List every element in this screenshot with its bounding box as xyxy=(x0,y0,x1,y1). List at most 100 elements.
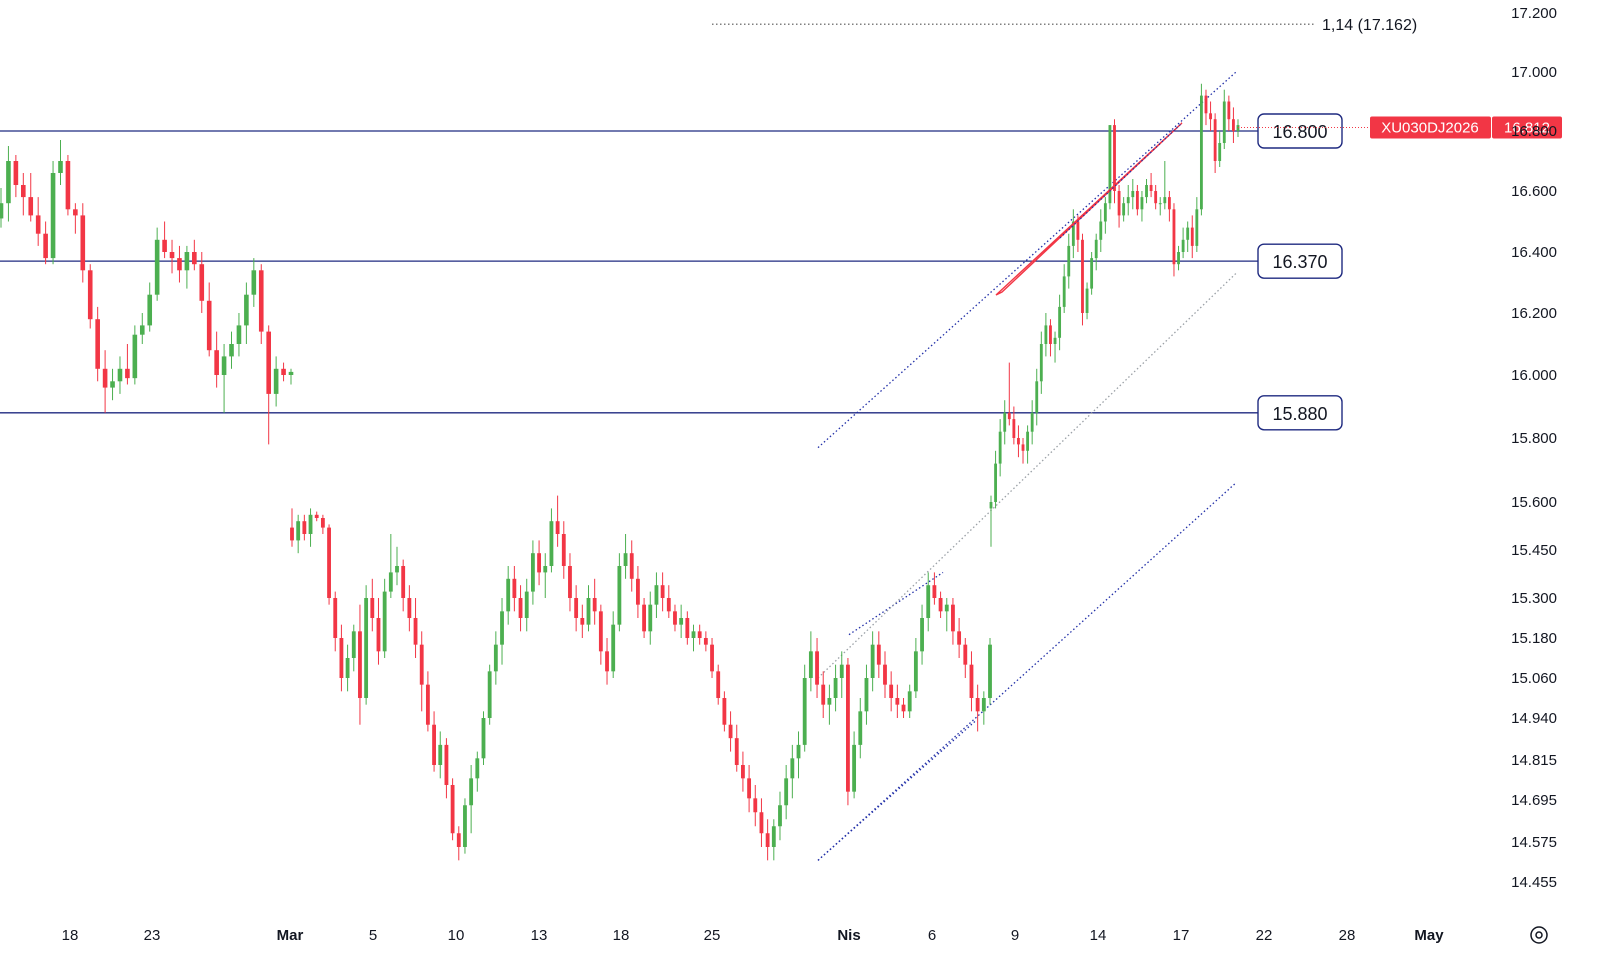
candle xyxy=(395,546,399,586)
candle xyxy=(1108,125,1112,210)
candle xyxy=(288,368,294,385)
candle xyxy=(617,553,622,632)
candle xyxy=(1103,197,1107,234)
y-tick-label: 16.600 xyxy=(1511,183,1557,200)
candle xyxy=(938,591,943,618)
candle xyxy=(50,161,56,265)
candle xyxy=(308,508,313,547)
x-tick-label: 10 xyxy=(448,927,465,944)
candle xyxy=(666,585,671,618)
candle xyxy=(635,566,640,618)
x-tick-label: 9 xyxy=(1011,927,1019,944)
candle xyxy=(132,325,138,385)
candle xyxy=(957,618,962,658)
candle xyxy=(1213,113,1217,173)
candle xyxy=(660,572,665,612)
candle xyxy=(273,356,279,407)
candle xyxy=(192,239,197,271)
candle xyxy=(388,534,393,598)
y-tick-label: 15.800 xyxy=(1511,430,1557,447)
candle xyxy=(281,362,286,382)
candle xyxy=(969,651,974,712)
candle xyxy=(221,344,227,413)
candle xyxy=(988,638,992,705)
candle xyxy=(648,591,653,645)
horizontal-levels: 16.800 16.370 15.880 1,14 (17.162) xyxy=(0,17,1417,431)
x-tick-label: 23 xyxy=(144,927,161,944)
x-tick-label: 6 xyxy=(928,927,936,944)
candle xyxy=(1131,179,1135,210)
candle xyxy=(206,282,212,357)
candle xyxy=(351,624,356,672)
gear-icon[interactable] xyxy=(1530,926,1548,944)
candle xyxy=(364,585,369,705)
candle xyxy=(827,684,832,725)
candle xyxy=(177,245,182,283)
candle xyxy=(1140,191,1144,222)
level-label-box[interactable] xyxy=(1257,243,1343,279)
candle xyxy=(926,572,931,632)
candle xyxy=(320,514,325,534)
candle xyxy=(864,664,869,725)
candle xyxy=(623,534,628,579)
candle xyxy=(1012,406,1016,445)
candle xyxy=(35,197,41,246)
candle xyxy=(1062,264,1066,313)
trend-line[interactable] xyxy=(848,571,944,636)
trend-line[interactable] xyxy=(817,720,976,861)
symbol-label: XU030DJ2026 xyxy=(1381,119,1479,136)
rising-wedge-highlight[interactable] xyxy=(995,122,1183,296)
x-tick-label: 18 xyxy=(613,927,630,944)
x-tick-label: 13 xyxy=(531,927,548,944)
candle xyxy=(710,638,714,678)
candle xyxy=(1017,425,1020,458)
candle xyxy=(169,239,175,274)
y-tick-label: 15.060 xyxy=(1511,670,1557,687)
trend-line[interactable] xyxy=(817,272,1237,679)
candle xyxy=(808,631,813,692)
candle xyxy=(500,598,504,665)
candle xyxy=(1003,400,1007,445)
candle xyxy=(1099,209,1103,252)
candle xyxy=(314,511,319,522)
symbol-tag[interactable] xyxy=(1370,116,1491,139)
candle xyxy=(691,624,696,652)
candle xyxy=(475,751,480,792)
candle xyxy=(568,553,572,612)
candle xyxy=(1167,191,1171,222)
overlays: XU030DJ2026 16.812 xyxy=(995,116,1562,296)
y-tick-label: 15.450 xyxy=(1511,542,1557,559)
candle xyxy=(537,540,541,586)
candle xyxy=(1154,185,1158,210)
candle xyxy=(244,282,249,344)
candle xyxy=(425,671,430,732)
y-tick-label: 15.300 xyxy=(1511,590,1557,607)
candle xyxy=(876,631,881,678)
candle xyxy=(296,514,301,554)
last-price-tag[interactable] xyxy=(1492,116,1562,139)
candle xyxy=(1186,221,1190,252)
level-label-box[interactable] xyxy=(1257,395,1343,431)
y-tick-label: 14.815 xyxy=(1511,752,1557,769)
candle xyxy=(1204,89,1208,126)
candle xyxy=(998,419,1002,477)
candle xyxy=(1209,101,1212,131)
trend-line[interactable] xyxy=(817,71,1237,449)
trend-line[interactable] xyxy=(817,482,1237,861)
candle xyxy=(184,245,190,289)
level-label-box[interactable] xyxy=(1257,113,1343,149)
candle xyxy=(561,521,566,579)
fib-extension-label: 1,14 (17.162) xyxy=(1322,17,1417,34)
x-tick-label: 18 xyxy=(62,927,79,944)
candle xyxy=(1122,197,1126,222)
candle xyxy=(80,203,86,283)
candle xyxy=(716,664,721,705)
candle xyxy=(673,604,677,632)
candle xyxy=(989,495,993,547)
candle xyxy=(1067,233,1071,289)
candle xyxy=(125,344,130,385)
candle xyxy=(771,819,776,861)
candle xyxy=(839,651,844,698)
